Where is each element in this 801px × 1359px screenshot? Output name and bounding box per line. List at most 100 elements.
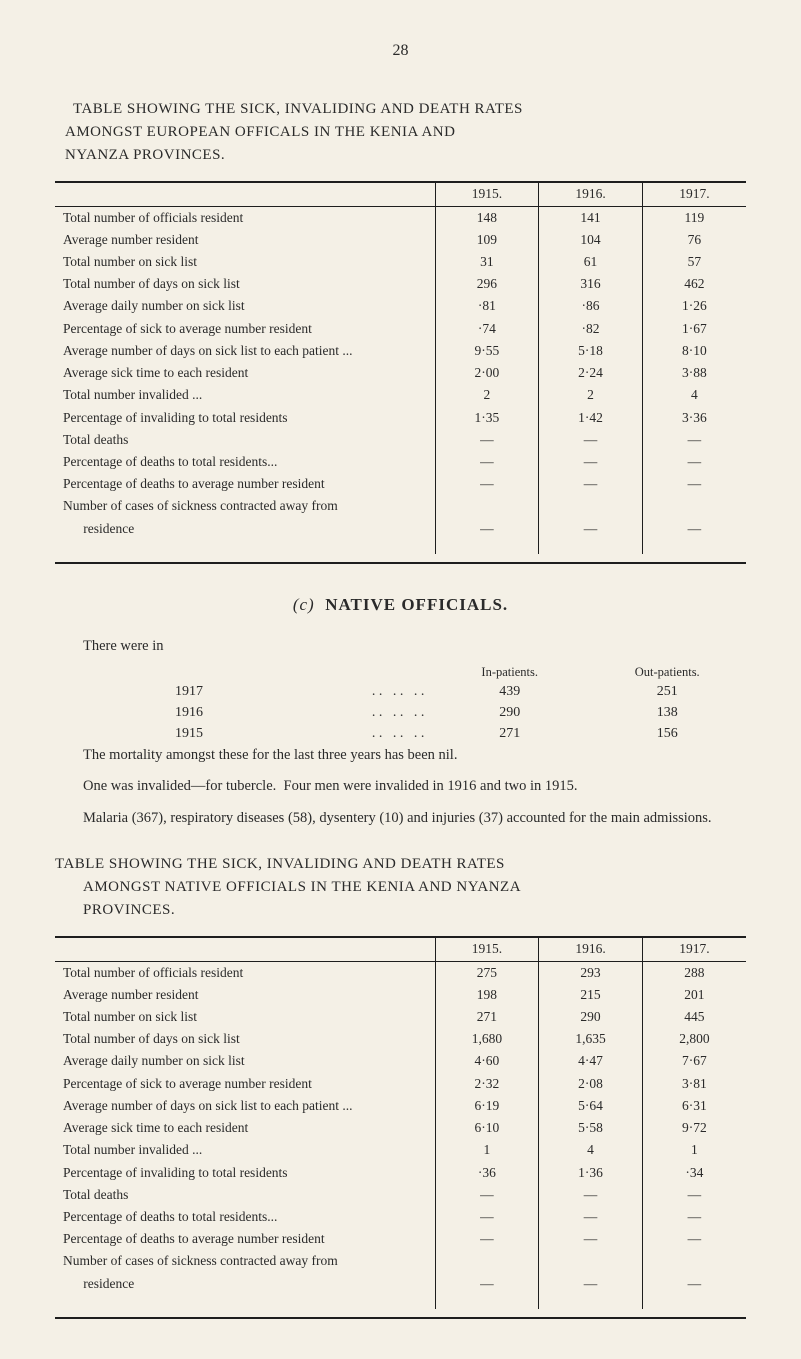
table2-val: — — [435, 1206, 539, 1228]
table2-bottom-rule — [55, 1317, 746, 1319]
table1-row: Total number of officials resident148141… — [55, 207, 746, 229]
inout-dots: . . . . . . — [372, 704, 431, 723]
table2-row: Total number of officials resident275293… — [55, 962, 746, 984]
table1-val: 3·88 — [642, 362, 746, 384]
table1-val: 1·26 — [642, 295, 746, 317]
table1-val: ·74 — [435, 318, 539, 340]
table2-row: Total number invalided ...141 — [55, 1139, 746, 1161]
table2-val: — — [642, 1273, 746, 1295]
table2-row: Average number resident198215201 — [55, 984, 746, 1006]
table1-val: 2·00 — [435, 362, 539, 384]
table1-val: — — [642, 518, 746, 540]
table2-row: Total deaths——— — [55, 1184, 746, 1206]
table2-val: 3·81 — [642, 1073, 746, 1095]
table1-label: Number of cases of sickness contracted a… — [55, 495, 435, 517]
heading-2-line3: PROVINCES. — [55, 902, 175, 918]
inout-row: 1917. . . . . .439251 — [55, 683, 746, 702]
table1-val: 8·10 — [642, 340, 746, 362]
table1-val: 2·24 — [539, 362, 643, 384]
table2-row: Total number of days on sick list1,6801,… — [55, 1028, 746, 1050]
table1-val: 119 — [642, 207, 746, 229]
table2-label: Average number of days on sick list to e… — [55, 1095, 435, 1117]
table1-label: Percentage of sick to average number res… — [55, 318, 435, 340]
table2-row: Percentage of deaths to average number r… — [55, 1228, 746, 1250]
table2-row: Average sick time to each resident6·105·… — [55, 1117, 746, 1139]
table2-val: — — [435, 1273, 539, 1295]
heading-2-line1: TABLE SHOWING THE SICK, INVALIDING AND D… — [55, 856, 505, 872]
table2-val: 2·08 — [539, 1073, 643, 1095]
table1-val: 148 — [435, 207, 539, 229]
table2-val: — — [539, 1184, 643, 1206]
table2-val: 1,680 — [435, 1028, 539, 1050]
heading-2-line2: AMONGST NATIVE OFFICIALS IN THE KENIA AN… — [55, 879, 521, 895]
table2-val: — — [642, 1228, 746, 1250]
table2-label: Percentage of sick to average number res… — [55, 1073, 435, 1095]
page-number: 28 — [55, 40, 746, 62]
table2-label: Total number invalided ... — [55, 1139, 435, 1161]
table2-year-1: 1915. — [435, 938, 539, 960]
table2-label: Average sick time to each resident — [55, 1117, 435, 1139]
table2-label: Total number on sick list — [55, 1006, 435, 1028]
heading-1-line1: TABLE SHOWING THE SICK, INVALIDING AND D… — [73, 101, 523, 117]
table2-val: — — [435, 1184, 539, 1206]
mortality-line: The mortality amongst these for the last… — [55, 746, 746, 766]
table2-label: Percentage of invaliding to total reside… — [55, 1162, 435, 1184]
table1-val: 3·36 — [642, 407, 746, 429]
table1-row: Average number resident10910476 — [55, 229, 746, 251]
table2-label: Number of cases of sickness contracted a… — [55, 1250, 435, 1272]
table2-val: 198 — [435, 984, 539, 1006]
table1-val: 316 — [539, 273, 643, 295]
table1-label: Percentage of deaths to average number r… — [55, 473, 435, 495]
table1-val: 1·42 — [539, 407, 643, 429]
inout-ip: 290 — [431, 704, 589, 723]
table1-row: Percentage of sick to average number res… — [55, 318, 746, 340]
table2-val: 6·31 — [642, 1095, 746, 1117]
table1-val: 57 — [642, 251, 746, 273]
table2-val: 7·67 — [642, 1050, 746, 1072]
table1-row: Percentage of deaths to average number r… — [55, 473, 746, 495]
table1-val: 141 — [539, 207, 643, 229]
table2-val: 288 — [642, 962, 746, 984]
table2-val: — — [435, 1228, 539, 1250]
table2-label: Percentage of deaths to average number r… — [55, 1228, 435, 1250]
table1-row: Number of cases of sickness contracted a… — [55, 495, 746, 517]
table2-val: — — [642, 1184, 746, 1206]
inout-row: 1916. . . . . .290138 — [55, 704, 746, 723]
table2-row: Total number on sick list271290445 — [55, 1006, 746, 1028]
table2-row: Average number of days on sick list to e… — [55, 1095, 746, 1117]
table2-val: 201 — [642, 984, 746, 1006]
table1-val: 296 — [435, 273, 539, 295]
table1-val: ·81 — [435, 295, 539, 317]
heading-2: TABLE SHOWING THE SICK, INVALIDING AND D… — [55, 853, 746, 923]
table2-blank-head — [55, 938, 435, 960]
table1-val: — — [539, 451, 643, 473]
table1-val: — — [435, 429, 539, 451]
heading-1-line3: NYANZA PROVINCES. — [55, 147, 225, 163]
inout-dots: . . . . . . — [372, 725, 431, 744]
malaria-line: Malaria (367), respiratory diseases (58)… — [55, 809, 746, 829]
table1-val: ·86 — [539, 295, 643, 317]
table1-val: — — [642, 451, 746, 473]
inout-head-ip: In-patients. — [431, 664, 589, 681]
table2-label: Total number of officials resident — [55, 962, 435, 984]
table2-val: 4·47 — [539, 1050, 643, 1072]
table2-val — [642, 1250, 746, 1272]
table1-label: Percentage of invaliding to total reside… — [55, 407, 435, 429]
section-c-main: NATIVE OFFICIALS. — [325, 595, 508, 614]
inout-year: 1915 — [55, 725, 372, 744]
table1-year-1: 1915. — [435, 183, 539, 205]
table2-year-2: 1916. — [539, 938, 643, 960]
table2-year-3: 1917. — [642, 938, 746, 960]
table1-val — [435, 495, 539, 517]
inout-row: 1915. . . . . .271156 — [55, 725, 746, 744]
inout-year: 1917 — [55, 683, 372, 702]
table2-val: 1·36 — [539, 1162, 643, 1184]
table2-val — [539, 1250, 643, 1272]
table1-val: — — [539, 473, 643, 495]
table2-label: Average daily number on sick list — [55, 1050, 435, 1072]
table1-val: 4 — [642, 384, 746, 406]
table2-val: — — [539, 1273, 643, 1295]
table1-val: — — [435, 451, 539, 473]
inout-ip: 271 — [431, 725, 589, 744]
inout-op: 251 — [588, 683, 746, 702]
